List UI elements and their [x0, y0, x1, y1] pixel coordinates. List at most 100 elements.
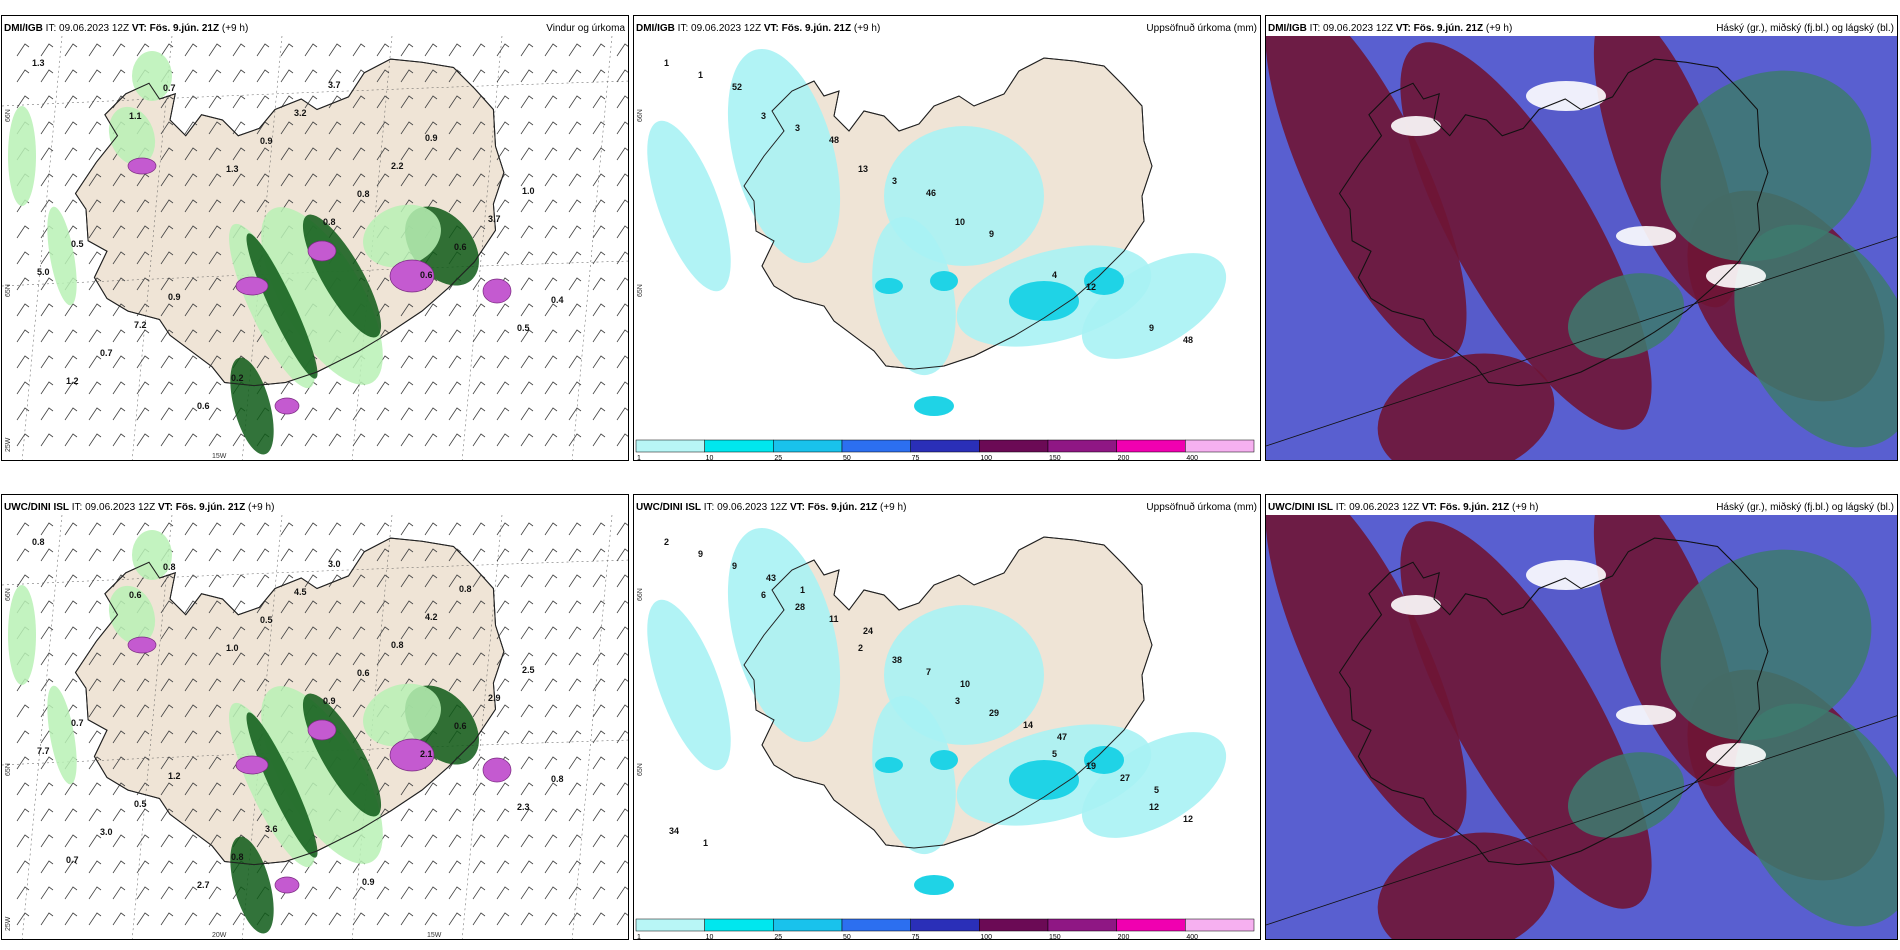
value-label: 0.8: [231, 852, 244, 862]
wind-barb: [520, 704, 534, 718]
value-label: 1.1: [129, 111, 142, 121]
colorbar-tick: 1: [637, 455, 641, 461]
wind-barb: [544, 678, 558, 692]
value-label: 6: [761, 590, 766, 600]
wind-barb: [448, 522, 462, 536]
wind-barb: [64, 600, 78, 614]
wind-barb: [208, 886, 222, 900]
accum-heavy-area: [914, 396, 954, 416]
value-label: 2: [664, 537, 669, 547]
wind-barb: [520, 95, 534, 109]
clear-sky-area: [1391, 595, 1441, 615]
wind-barb: [448, 95, 462, 109]
wind-barb: [232, 574, 246, 588]
wind-barb: [376, 199, 390, 213]
it-label: IT:: [1309, 23, 1321, 34]
wind-barb: [280, 381, 294, 395]
value-label: 0.8: [163, 562, 176, 572]
wind-barb: [568, 121, 582, 135]
wind-barb: [184, 548, 198, 562]
meridian-line: [571, 36, 613, 460]
wind-barb: [592, 277, 606, 291]
map-wind-dmi: 1.3 1.1 1.3 0.8 0.6 0.5 1.2 0.7 0.9 0.8 0.6 0.4 0.7 0…: [2, 36, 628, 460]
wind-barb: [232, 329, 246, 343]
precip-area: [8, 585, 36, 685]
wind-barb: [592, 225, 606, 239]
wind-barb: [40, 43, 54, 57]
field-name: Háský (gr.), miðský (fj.bl.) og lágský (…: [1716, 502, 1894, 513]
wind-barb: [88, 95, 102, 109]
wind-barb: [88, 355, 102, 369]
value-label: 13: [858, 164, 868, 174]
wind-barb: [496, 730, 510, 744]
wind-barb: [544, 121, 558, 135]
wind-barb: [328, 147, 342, 161]
wind-barb: [544, 251, 558, 265]
wind-barb: [256, 574, 270, 588]
wind-barb: [568, 522, 582, 536]
wind-barb: [544, 43, 558, 57]
wind-barb: [496, 548, 510, 562]
accum-heavy-area: [930, 271, 958, 291]
vt-label: VT: Fös. 9.jún. 21Z: [157, 502, 246, 513]
wind-barb: [208, 730, 222, 744]
wind-barb: [616, 548, 628, 562]
value-label: 48: [1183, 335, 1193, 345]
wind-barb: [40, 912, 54, 926]
meridian-line: [571, 515, 613, 939]
field-name: Uppsöfnuð úrkoma (mm): [1146, 23, 1257, 34]
wind-barb: [232, 782, 246, 796]
wind-barb: [184, 678, 198, 692]
meridian-line: [21, 36, 63, 460]
wind-barb: [496, 69, 510, 83]
wind-barb: [520, 355, 534, 369]
value-label: 0.8: [391, 640, 404, 650]
value-label: 3.6: [265, 824, 278, 834]
coastline-outline: [74, 537, 505, 866]
wind-barb: [304, 69, 318, 83]
accum-area: [727, 48, 841, 264]
wind-barb: [568, 225, 582, 239]
axis-labels: 66N 65N: [637, 588, 644, 776]
value-label: 24: [863, 626, 873, 636]
wind-barb: [352, 407, 366, 421]
colorbar-segment: [1047, 439, 1117, 453]
wind-barb: [16, 730, 30, 744]
wind-barb: [496, 121, 510, 135]
colorbar-tick: 150: [1049, 934, 1061, 940]
wind-barb: [184, 808, 198, 822]
vt-label: VT: Fös. 9.jún. 21Z: [131, 23, 220, 34]
wind-barb: [64, 173, 78, 187]
lead-time: (+9 h): [1512, 502, 1539, 513]
value-label: 5.0: [37, 267, 50, 277]
wind-barb: [616, 329, 628, 343]
wind-barb: [16, 756, 30, 770]
wind-barb: [112, 704, 126, 718]
wind-barb: [400, 912, 414, 926]
wind-barb: [16, 95, 30, 109]
colorbar-segment: [841, 439, 911, 453]
wind-barb: [424, 303, 438, 317]
heavy-precip-area: [127, 157, 157, 175]
wind-barb: [616, 355, 628, 369]
it-label: IT:: [703, 502, 715, 513]
wind-barb: [520, 121, 534, 135]
wind-barb: [376, 574, 390, 588]
wind-barb: [376, 756, 390, 770]
model-name: DMI/IGB: [4, 23, 43, 34]
wind-barb: [400, 303, 414, 317]
high-cloud-area: [1734, 224, 1897, 448]
wind-barb: [136, 678, 150, 692]
wind-barb: [232, 548, 246, 562]
wind-barb: [184, 886, 198, 900]
wind-barb: [400, 548, 414, 562]
wind-barb: [400, 407, 414, 421]
wind-barb: [304, 548, 318, 562]
wind-barb: [208, 43, 222, 57]
wind-barb: [136, 704, 150, 718]
wind-barb: [88, 329, 102, 343]
value-label: 2.1: [420, 749, 433, 759]
wind-barb: [280, 95, 294, 109]
vt-label: VT: Fös. 9.jún. 21Z: [1421, 502, 1510, 513]
cloud-field: [1266, 36, 1897, 460]
